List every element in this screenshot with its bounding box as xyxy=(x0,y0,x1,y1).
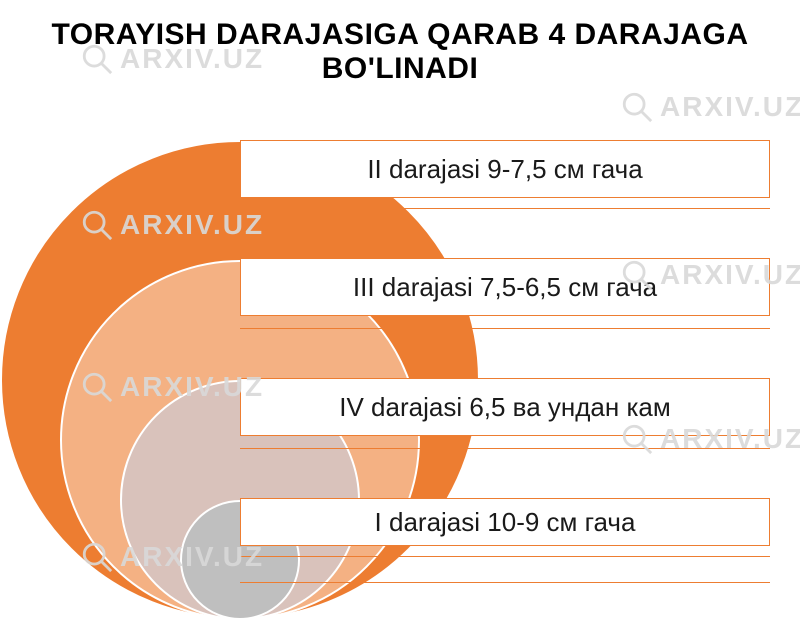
stacked-arc-diagram: II darajasi 9-7,5 см гача III darajasi 7… xyxy=(0,130,800,600)
level-row-4: IV darajasi 6,5 ва ундан кам xyxy=(240,378,770,436)
level-label: IV darajasi 6,5 ва ундан кам xyxy=(339,392,671,423)
page-title: TORAYISH DARAJASIGA QARAB 4 DARAJAGA BO'… xyxy=(0,0,800,96)
level-row-3: III darajasi 7,5-6,5 см гача xyxy=(240,258,770,316)
level-label: III darajasi 7,5-6,5 см гача xyxy=(353,272,657,303)
level-label: II darajasi 9-7,5 см гача xyxy=(367,154,642,185)
divider-line xyxy=(240,208,770,209)
divider-line xyxy=(240,328,770,329)
level-row-1: I darajasi 10-9 см гача xyxy=(240,498,770,546)
divider-line xyxy=(240,556,770,557)
divider-line xyxy=(240,448,770,449)
level-row-2: II darajasi 9-7,5 см гача xyxy=(240,140,770,198)
level-label: I darajasi 10-9 см гача xyxy=(375,507,636,538)
divider-line xyxy=(240,582,770,583)
